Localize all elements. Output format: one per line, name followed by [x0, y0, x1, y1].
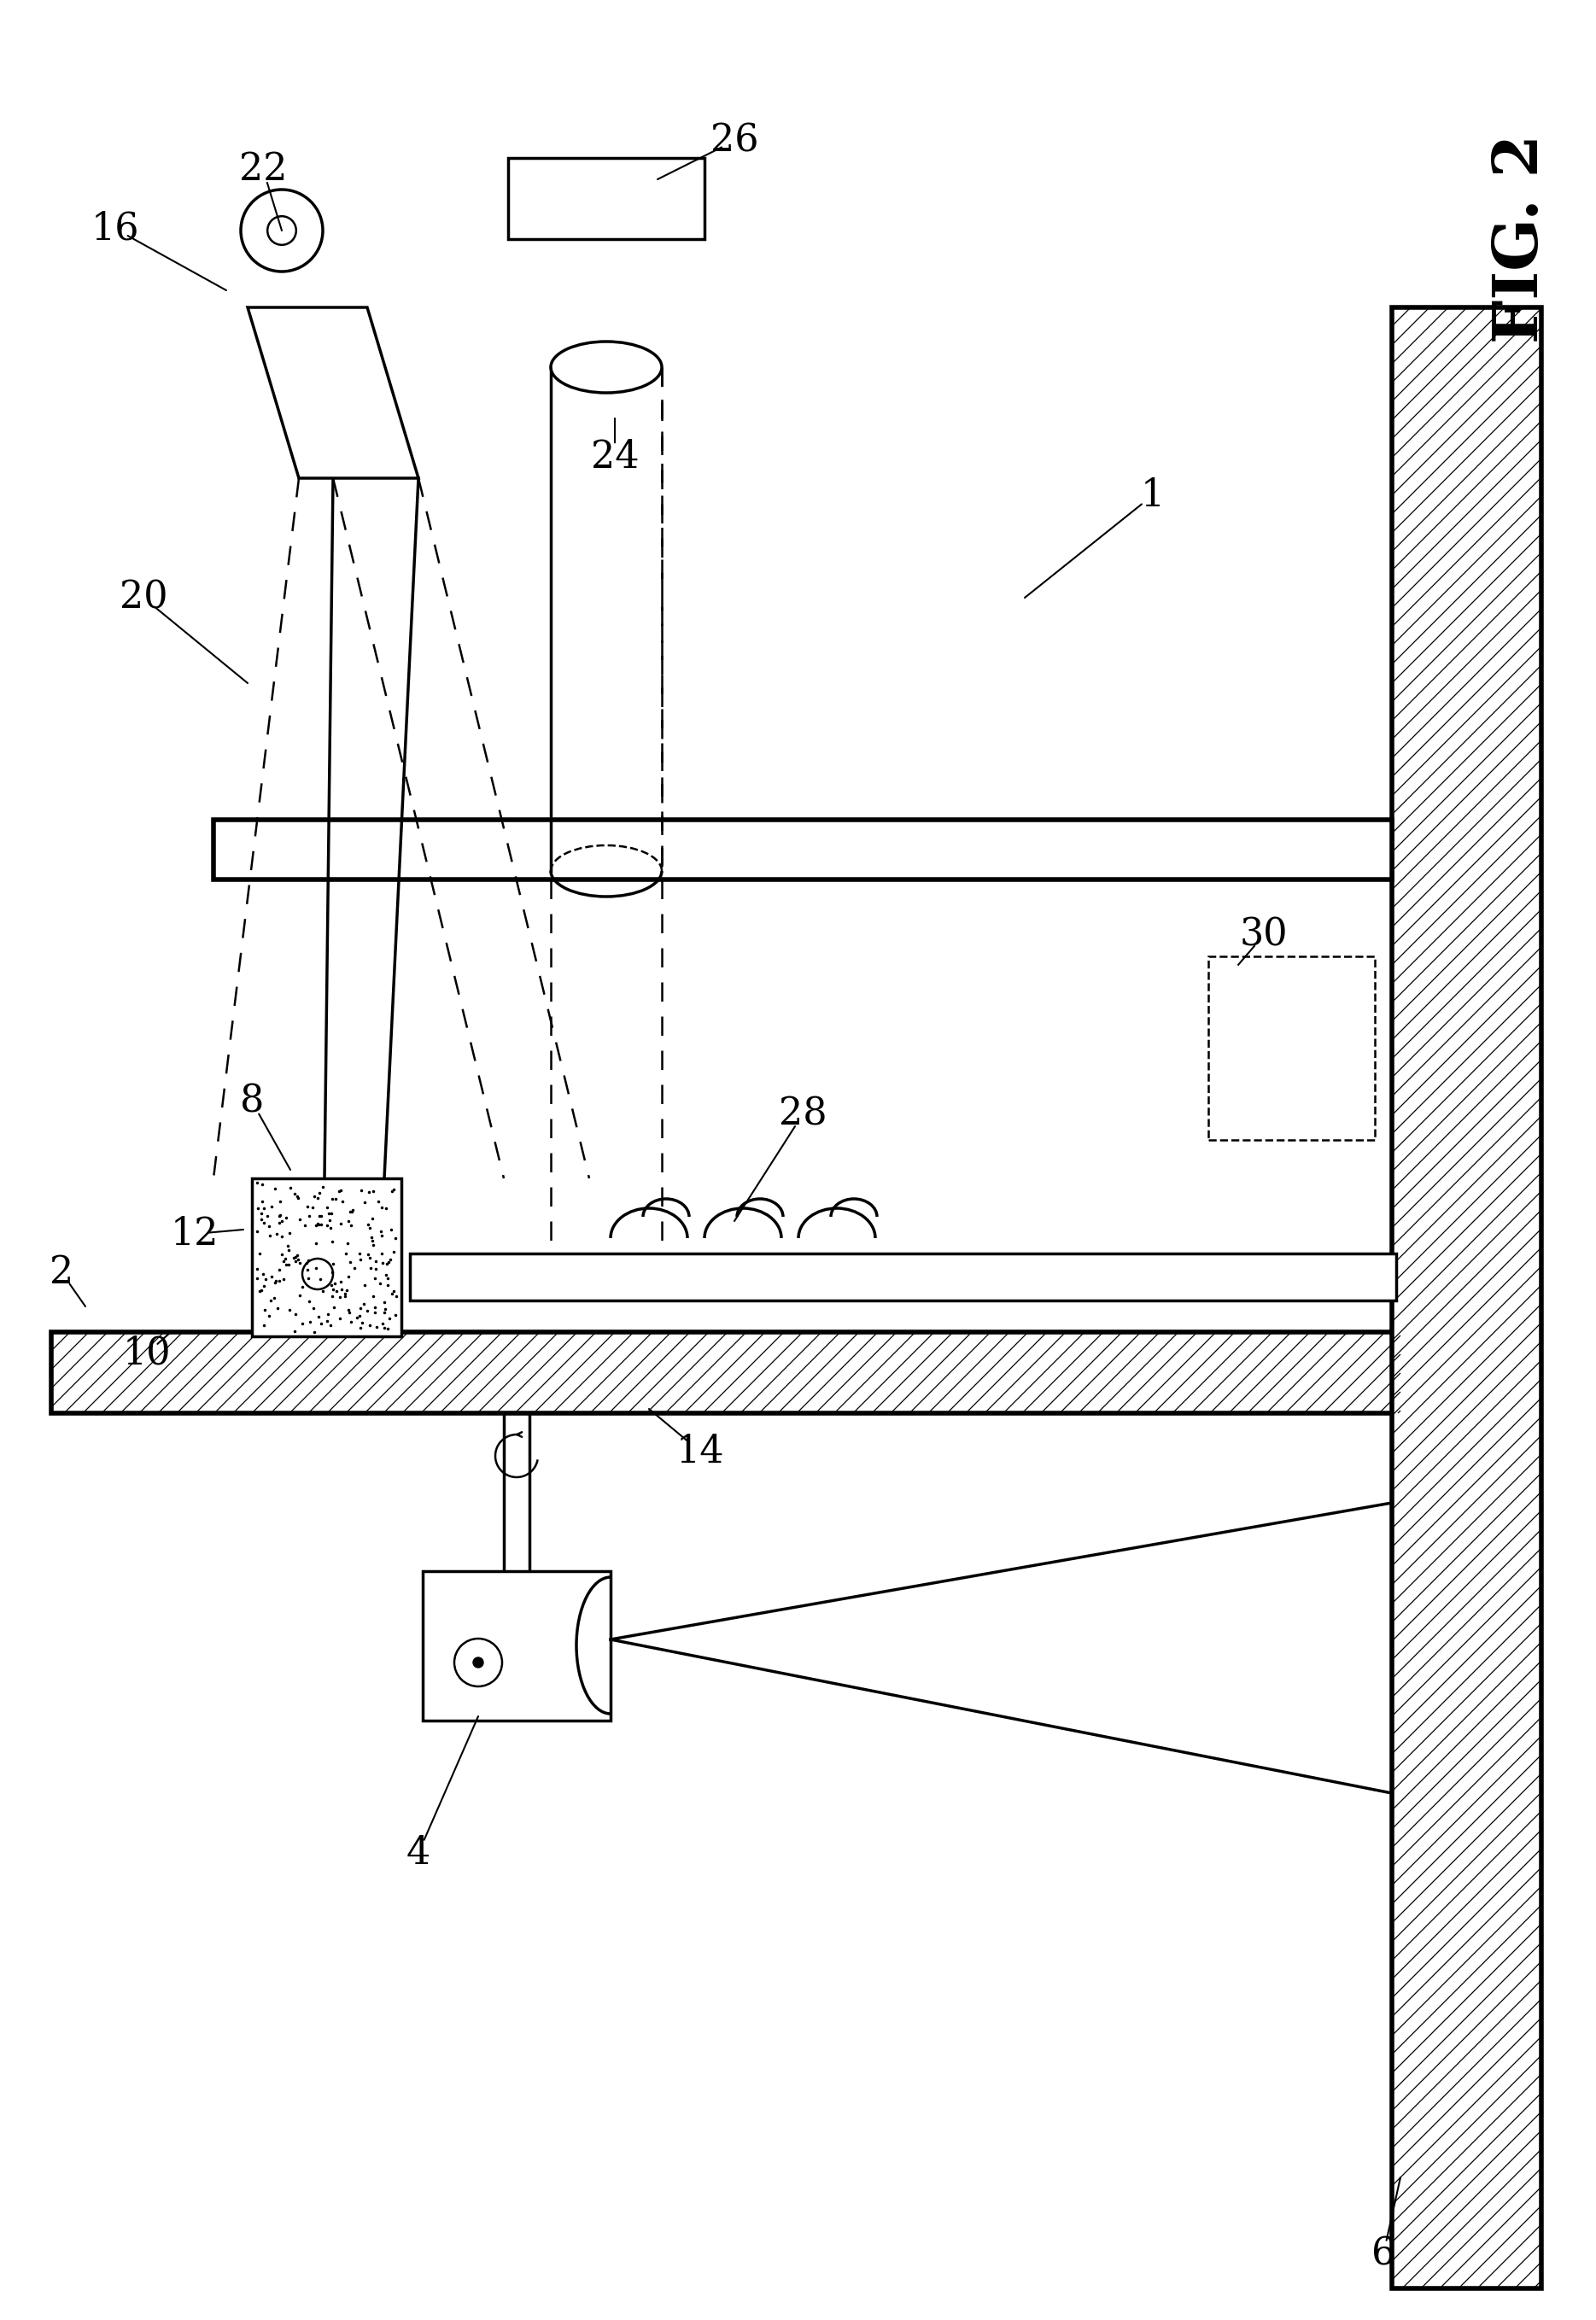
Bar [1208, 956, 1374, 1139]
Text: 6: 6 [1371, 2236, 1395, 2274]
Text: 2: 2 [49, 1253, 73, 1290]
Text: 20: 20 [120, 580, 168, 617]
Text: 24: 24 [591, 438, 638, 476]
Circle shape [472, 1656, 484, 1668]
Circle shape [241, 190, 322, 271]
Bar [51, 1332, 1400, 1413]
Text: 12: 12 [171, 1216, 219, 1253]
Text: 1: 1 [1141, 478, 1165, 513]
Text: 22: 22 [239, 151, 287, 188]
Text: 30: 30 [1240, 916, 1288, 954]
Bar [1392, 306, 1542, 2288]
Text: 16: 16 [91, 211, 139, 248]
Text: 4: 4 [407, 1835, 431, 1872]
Text: 8: 8 [239, 1083, 263, 1121]
Text: 10: 10 [123, 1334, 171, 1371]
Bar [423, 1571, 611, 1721]
Text: 14: 14 [677, 1434, 725, 1471]
Polygon shape [247, 306, 418, 478]
Bar [410, 1253, 1396, 1302]
Bar [252, 1179, 401, 1336]
Bar [508, 158, 704, 239]
Text: FIG. 2: FIG. 2 [1489, 135, 1550, 343]
Text: 26: 26 [710, 123, 758, 160]
Text: 28: 28 [779, 1095, 827, 1132]
Ellipse shape [551, 341, 662, 392]
Bar [214, 819, 1392, 879]
